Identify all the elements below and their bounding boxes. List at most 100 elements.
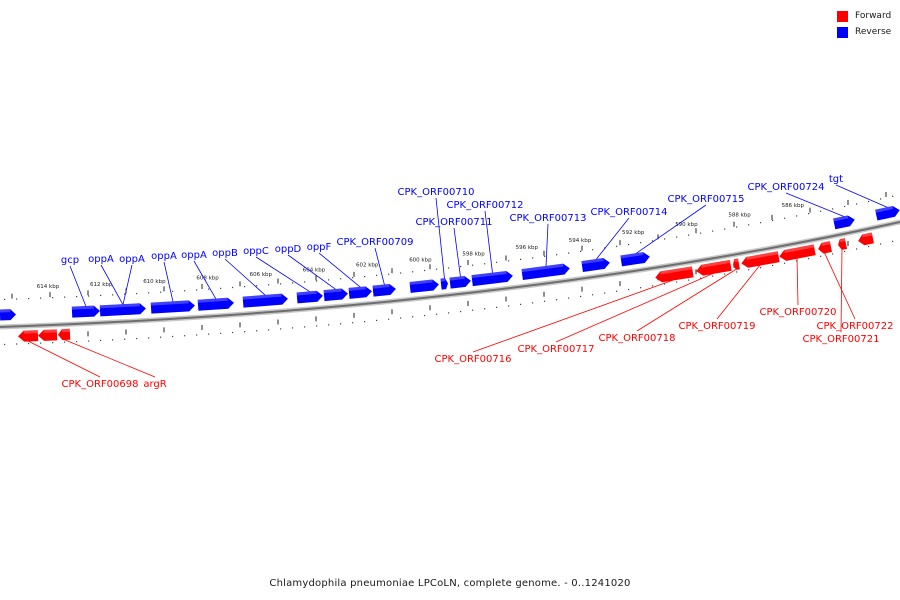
gene-oppA-2 [150,300,195,314]
gene-label-forward: CPK_ORF00720 [760,307,837,318]
gene-label-reverse: oppB [212,248,238,259]
scale-label: 588 kbp [728,213,751,219]
gene-CPK_ORF00712 [471,270,513,287]
gene-label-reverse: CPK_ORF00713 [510,213,587,224]
scale-dot [52,342,54,344]
scale-dot [808,258,810,260]
gene-CPK_ORF00710 [440,278,448,290]
leader-line [636,269,737,332]
gene-oppC [323,288,348,302]
scale-dot [364,275,366,278]
forward-label: Forward [855,11,892,21]
leader-line [122,264,133,305]
partial-gene-left-edge [0,309,16,321]
scale-dot [364,320,366,323]
scale-dot [124,338,126,340]
scale-dot [16,343,18,345]
scale-dot [664,238,666,240]
gene-label-reverse: gcp [61,255,79,266]
genome-backbone [0,219,900,330]
scale-dot [664,283,666,285]
gene-CPK_ORF00716 [655,266,694,283]
gene-label-reverse: oppA [151,251,177,262]
leader-line [785,192,845,218]
gene-CPK_ORF00717 [696,259,732,276]
scale-dot [100,294,102,297]
scale-dot [796,260,798,262]
scale-dot [592,294,594,296]
scale-dot [496,306,498,308]
scale-dot [16,298,18,300]
leader-line [716,264,761,320]
scale-dot [460,310,462,313]
leader-line [374,247,385,286]
gene-CPK_ORF00698 [18,330,39,342]
scale-label: 606 kbp [250,272,273,278]
scale-dot [232,286,234,289]
scale-dot [376,274,378,277]
leader-line [824,252,856,320]
gene-labels: gcp oppA oppA oppA oppA oppB oppC oppD oppF CPK_O… [61,174,894,390]
scale-dot [544,300,546,302]
scale-ticks: 614 kbp 612 kbp 610 kbp 608 kbp 606 kbp 604 k… [11,192,887,339]
scale-dot [388,318,390,320]
scale-dot [472,264,474,266]
scale-dot [748,224,750,226]
gene-CPK_ORF00715 [620,252,650,267]
scale-dot [832,208,834,210]
scale-dot [736,271,738,273]
scale-dot [544,255,546,257]
leader-line [255,256,311,293]
scale-dot [676,281,678,283]
leader-line [635,204,707,255]
gene-label-reverse: CPK_ORF00714 [591,207,668,218]
leader-line [63,339,156,378]
scale-dot [316,280,318,282]
scale-dot [352,322,354,324]
scale-dot [772,219,774,222]
gene-label-reverse: oppA [119,254,145,265]
leader-line [69,265,87,307]
gene-label-reverse: CPK_ORF00710 [398,187,475,198]
scale-dot [256,285,258,287]
scale-dot [148,337,150,339]
scale-dot [304,326,306,328]
scale-dot [244,331,246,333]
scale-dot [304,281,306,283]
scale-dot [556,254,558,256]
scale-dot [712,275,714,277]
scale-dot [784,262,786,264]
leader-line [555,272,714,343]
scale-dot [64,296,66,298]
scale-dot [196,289,198,291]
scale-dot [256,330,258,332]
gene-tgt [875,205,900,221]
scale-dot [436,313,438,315]
scale-dot [160,336,162,338]
scale-dot [64,341,66,343]
gene-CPK_ORF00721 [838,238,848,250]
gene-label-forward: CPK_ORF00718 [599,333,676,344]
leader-line [545,223,549,267]
scale-dot [424,314,426,317]
gene-label-reverse: CPK_ORF00712 [447,200,524,211]
gene-oppA-3 [197,297,234,311]
scale-dot [292,282,294,284]
legend: Forward Reverse [837,8,891,40]
scale-label: 610 kbp [143,279,166,285]
scale-label: 590 kbp [675,222,698,228]
reverse-swatch [837,26,848,38]
scale-dot [832,253,834,255]
scale-dot [676,236,678,238]
label-leader-lines [27,184,889,378]
scale-dot [172,290,174,293]
scale-dot [40,297,42,299]
scale-dot [400,272,402,274]
scale-dot [184,335,186,337]
scale-dot [160,291,162,293]
scale-dot [532,257,534,259]
gene-label-reverse: oppF [307,242,332,253]
gene-label-forward: CPK_ORF00716 [435,354,512,365]
scale-dot [268,329,270,331]
gene-label-reverse: CPK_ORF00709 [337,237,414,248]
